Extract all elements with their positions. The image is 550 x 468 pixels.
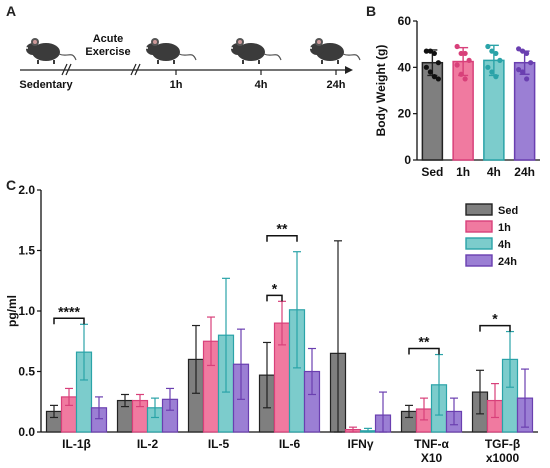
b-data-point: [493, 50, 499, 57]
c-x-tick-sublabel: X10: [421, 451, 443, 465]
c-y-tick-label: 0.0: [18, 425, 35, 439]
cytokine-chart: 0.0 0.5 1.0 1.5 2.0 pg/ml IL-1β IL-2 IL-5 IL-6 IFN…: [5, 183, 538, 465]
c-x-tick-label: IL-6: [279, 437, 301, 451]
timeline-label-acute: Acute: [93, 33, 124, 45]
b-data-point: [466, 57, 472, 63]
b-data-point: [489, 48, 495, 54]
b-y-axis-title: Body Weight (g): [374, 45, 388, 137]
timeline-label-exercise: Exercise: [85, 46, 130, 58]
b-data-point: [528, 60, 534, 66]
b-y-tick-label: 60: [398, 14, 412, 28]
timeline-label-sedentary: Sedentary: [19, 79, 73, 91]
timeline-arrowhead: [345, 66, 353, 74]
mouse-icon: [26, 38, 77, 64]
axis-break-1: [61, 63, 72, 76]
panel-letter-a: A: [6, 3, 16, 19]
b-data-point: [497, 57, 503, 63]
body-weight-chart: 0 20 40 60 Body Weight (g) Sed 1h 4h 24h: [374, 14, 540, 179]
b-data-point: [454, 43, 460, 50]
b-y-tick-label: 40: [398, 60, 412, 74]
c-significance-label: *: [492, 311, 498, 327]
c-x-tick-label: IL-1β: [62, 437, 91, 451]
c-y-tick-label: 0.5: [18, 365, 35, 379]
timeline-label-4h: 4h: [255, 79, 268, 91]
c-legend-swatch: [465, 220, 493, 233]
c-x-tick-label: TGF-β: [485, 437, 520, 451]
c-legend-label: 1h: [498, 222, 511, 234]
b-bar-1h: [452, 60, 474, 161]
c-significance-bracket: [266, 294, 283, 302]
c-y-tick-label: 2.0: [18, 183, 35, 197]
b-data-point: [427, 69, 433, 75]
b-data-point: [431, 50, 437, 57]
b-data-point: [493, 74, 499, 80]
b-data-point: [427, 48, 433, 54]
b-x-tick-label: 4h: [487, 165, 501, 179]
b-x-tick-label: Sed: [421, 165, 443, 179]
b-data-point: [516, 46, 522, 52]
b-data-point: [423, 64, 429, 70]
c-x-tick-label: IFNγ: [347, 437, 373, 451]
c-x-tick-label: IL-2: [137, 437, 159, 451]
c-legend-swatch: [465, 203, 493, 216]
b-data-point: [458, 71, 464, 77]
c-significance-label: **: [277, 221, 288, 237]
b-x-tick-label: 24h: [514, 165, 535, 179]
b-y-tick-label: 0: [404, 153, 411, 167]
c-significance-bracket: [266, 234, 298, 242]
timeline-label-24h: 24h: [327, 79, 346, 91]
b-data-point: [462, 76, 468, 82]
c-significance-label: **: [419, 334, 430, 350]
c-significance-label: *: [272, 280, 278, 296]
timeline-label-1h: 1h: [170, 79, 183, 91]
c-x-tick-label: IL-5: [208, 437, 230, 451]
b-data-point: [485, 43, 491, 50]
b-data-point: [435, 60, 441, 66]
timeline-panel: Sedentary Acute Exercise 1h 4h 24h: [19, 33, 361, 91]
b-data-point: [454, 62, 460, 68]
c-legend: Sed 1h 4h 24h: [465, 203, 518, 268]
panel-letter-c: C: [6, 177, 16, 193]
mouse-icon: [310, 38, 361, 64]
c-x-tick-sublabel: x1000: [486, 451, 520, 465]
c-legend-swatch: [465, 237, 493, 250]
b-data-point: [524, 50, 530, 57]
c-significance-bracket: [408, 347, 440, 355]
c-legend-label: 24h: [498, 256, 517, 268]
c-significance-bracket: [479, 324, 511, 332]
b-data-point: [423, 48, 429, 54]
c-significance-label: ****: [58, 303, 80, 319]
b-data-point: [462, 50, 468, 57]
b-data-point: [520, 48, 526, 54]
axis-break-2: [130, 63, 141, 76]
b-data-point: [431, 74, 437, 80]
mouse-icon: [146, 38, 197, 64]
c-legend-label: Sed: [498, 205, 518, 217]
c-y-tick-label: 1.0: [18, 304, 35, 318]
mouse-icon: [231, 38, 282, 64]
c-legend-label: 4h: [498, 239, 511, 251]
b-data-point: [458, 50, 464, 57]
panel-letter-b: B: [366, 3, 376, 19]
b-y-tick-label: 20: [398, 107, 412, 121]
c-x-tick-label: TNF-α: [414, 437, 449, 451]
c-y-tick-label: 1.5: [18, 244, 35, 258]
c-legend-swatch: [465, 254, 493, 267]
b-data-point: [516, 67, 522, 73]
b-data-point: [524, 76, 530, 82]
c-y-axis-title: pg/ml: [5, 295, 19, 327]
b-data-point: [485, 64, 491, 70]
b-data-point: [520, 69, 526, 75]
b-data-point: [435, 76, 441, 82]
b-data-point: [489, 69, 495, 75]
b-x-tick-label: 1h: [456, 165, 470, 179]
c-significance-bracket: [53, 317, 85, 325]
